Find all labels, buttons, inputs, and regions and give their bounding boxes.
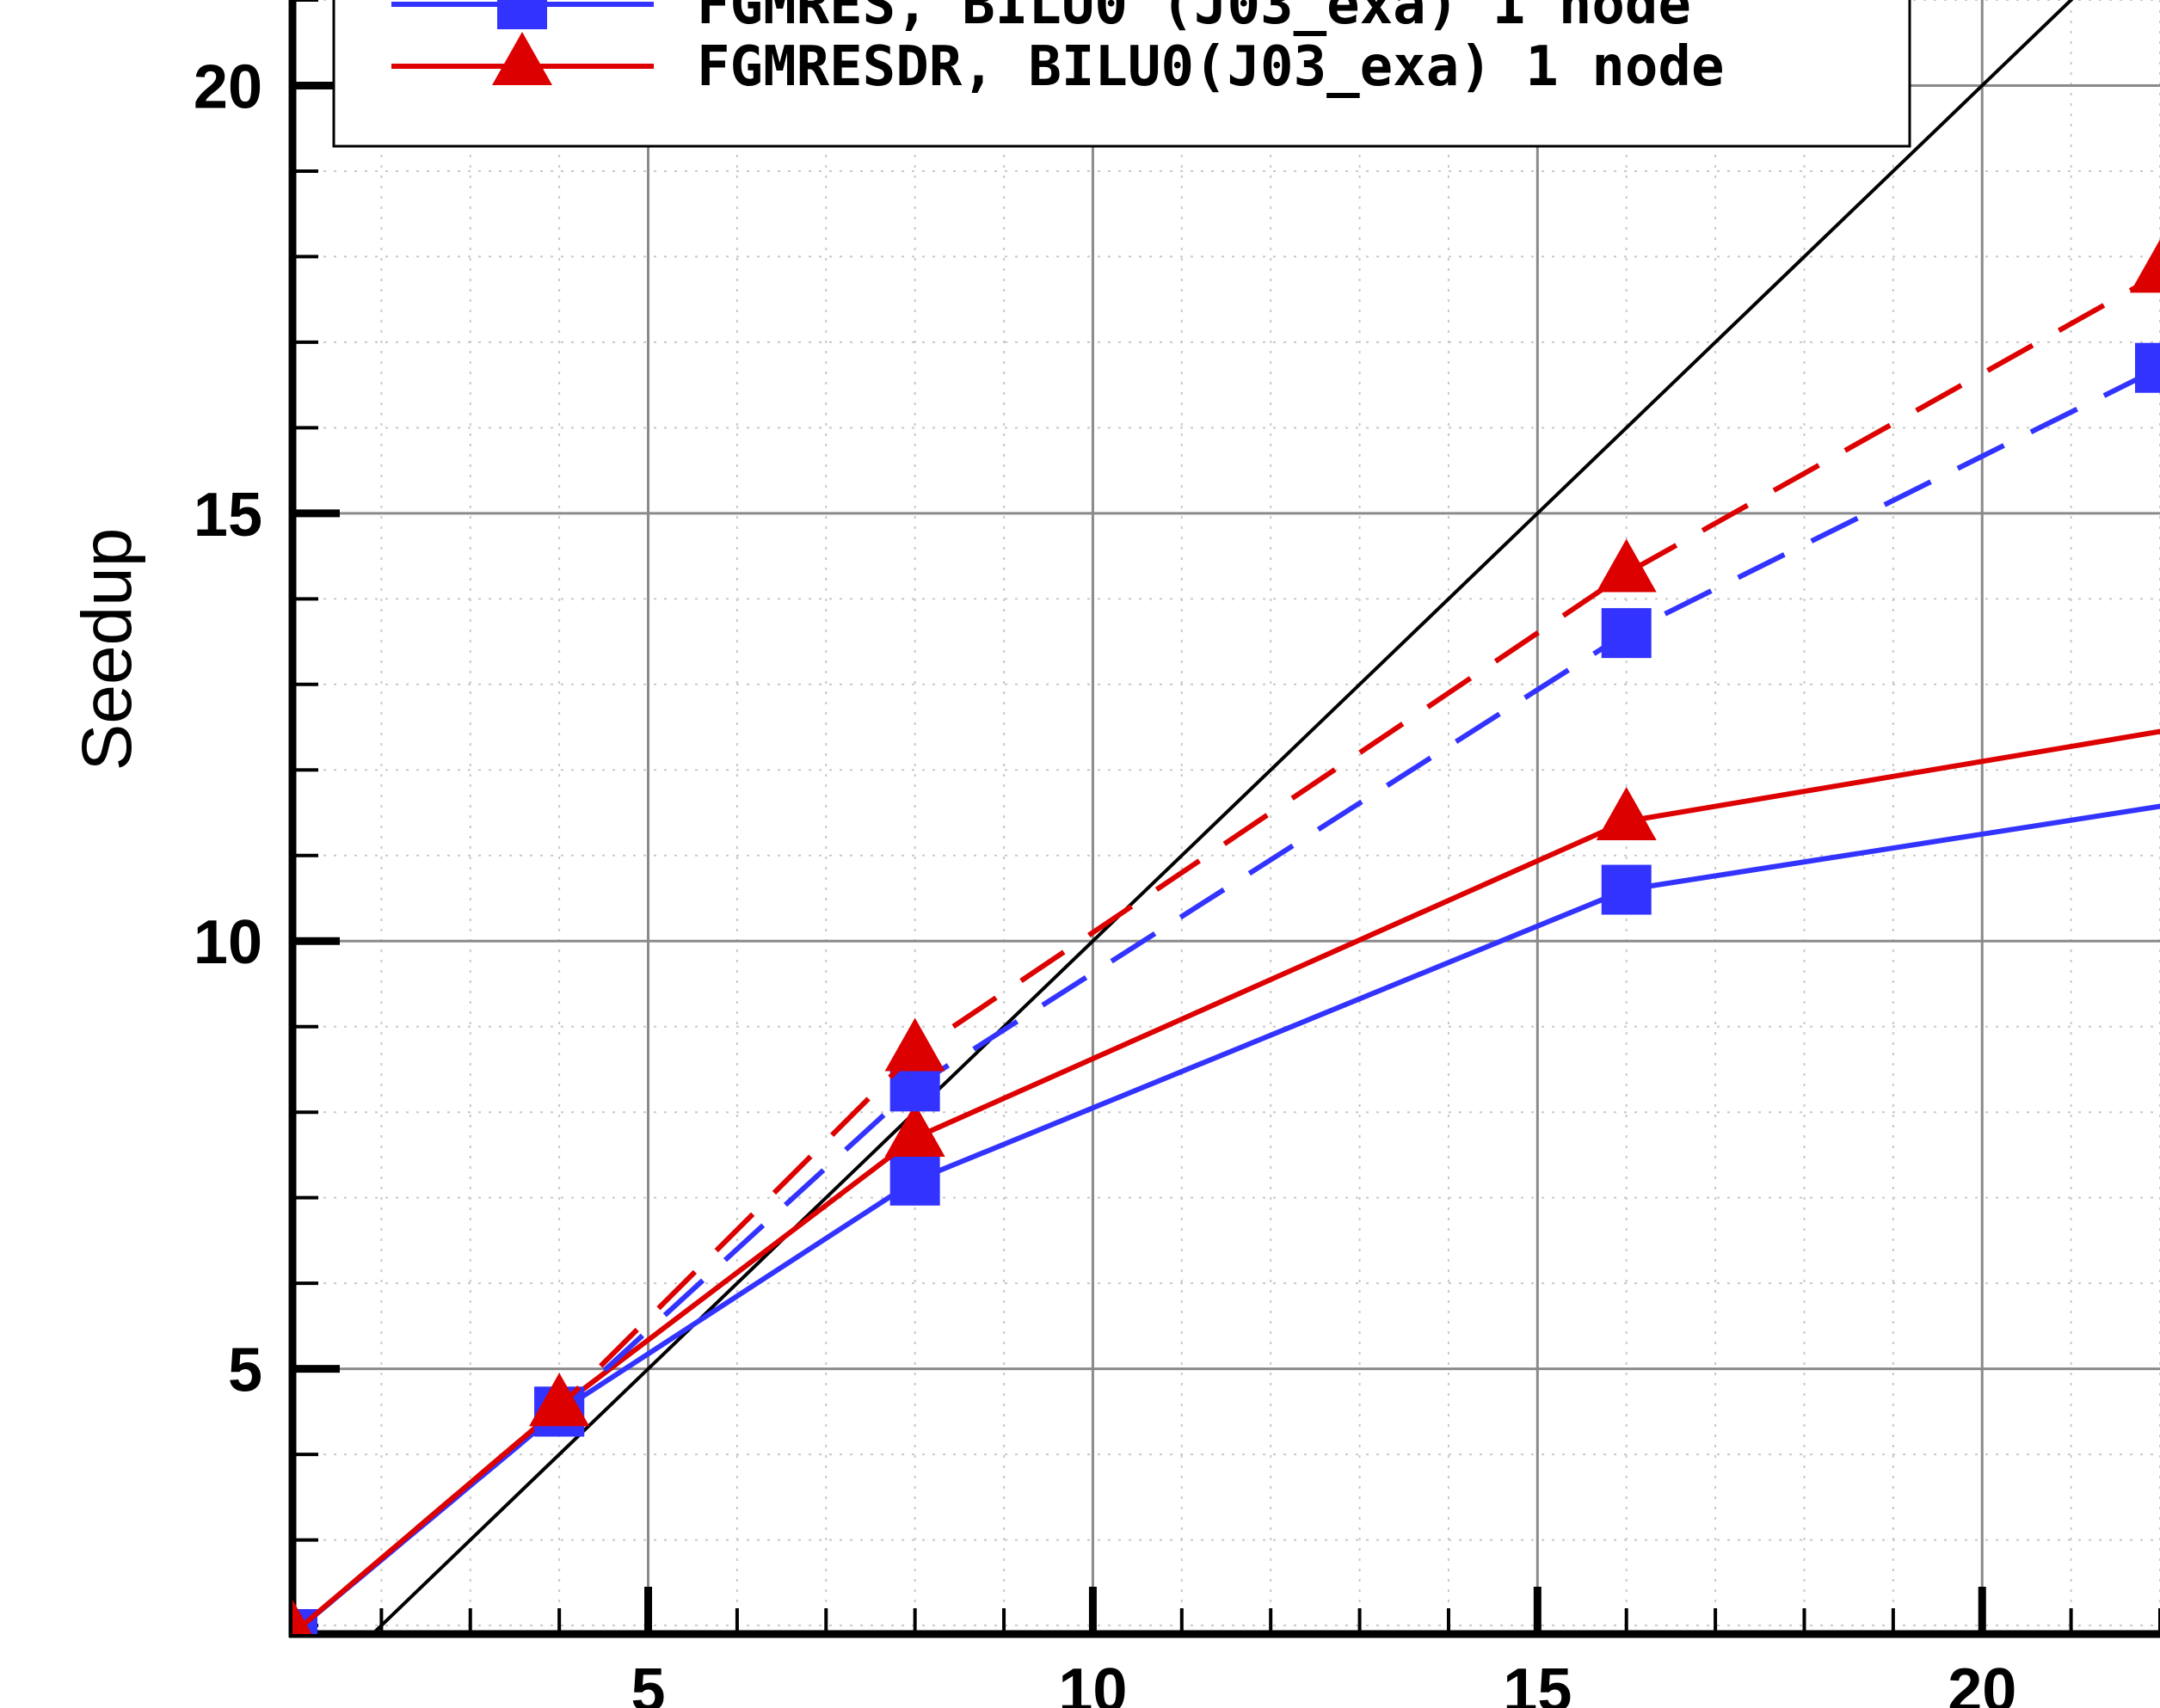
data-point — [529, 1373, 590, 1427]
legend-item: FGMRESDR, BILU0(J03_exa) 1 node — [391, 32, 1724, 99]
x-tick-label: 10 — [1058, 1656, 1127, 1708]
legend-item: FGMRES, BILU0 (J03_exa) 1 node — [391, 0, 1691, 37]
x-tick-label: 5 — [631, 1656, 666, 1708]
y-tick-label: 20 — [194, 52, 262, 121]
data-point — [2130, 239, 2160, 293]
data-point — [1596, 786, 1657, 840]
series-layer — [292, 0, 2160, 1634]
data-point — [1596, 538, 1657, 593]
axes — [288, 0, 2160, 1638]
legend-marker — [497, 0, 547, 29]
x-tick-label: 20 — [1948, 1656, 2016, 1708]
legend-box — [332, 0, 1911, 148]
data-point — [884, 1017, 945, 1072]
x-tick-label: 15 — [1503, 1656, 1572, 1708]
legend-label: FGMRESDR, BILU0(J03_exa) 1 node — [697, 35, 1724, 99]
data-point — [1601, 864, 1652, 915]
legend-label: FGMRES, BILU0 (J03_exa) 1 node — [697, 0, 1691, 37]
series-2 — [292, 728, 2160, 1634]
data-point — [889, 1155, 940, 1206]
series-1 — [292, 803, 2160, 1634]
series-line — [292, 803, 2160, 1634]
data-point — [2135, 342, 2160, 393]
y-axis-label: Seedup — [68, 528, 146, 771]
data-point — [884, 1103, 945, 1158]
grid — [292, 0, 2160, 1634]
y-tick-label: 5 — [228, 1336, 262, 1405]
legend: FGMRES, BILU0 (J03_exa) 1 nodeFGMRESDR, … — [332, 0, 1911, 148]
series-0 — [370, 0, 2074, 1634]
series-line — [370, 0, 2074, 1634]
data-point — [292, 1600, 312, 1634]
tick-labels: 5 10 15 20 5 10 15 20 — [194, 52, 2016, 1708]
legend-marker — [492, 32, 552, 85]
series-4 — [292, 239, 2160, 1634]
y-tick-label: 15 — [194, 481, 262, 550]
data-point — [1601, 608, 1652, 659]
y-tick-label: 10 — [194, 908, 262, 977]
